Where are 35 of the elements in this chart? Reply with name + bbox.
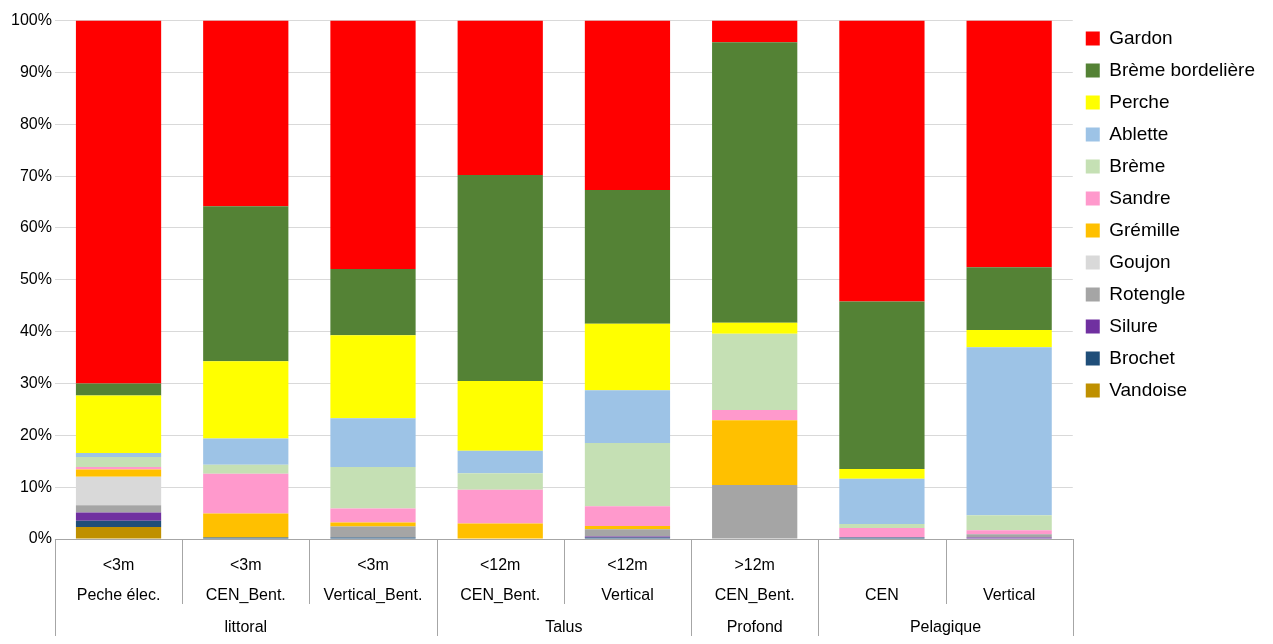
- y-tick-label: 70%: [19, 166, 52, 184]
- legend-label: Ablette: [1109, 122, 1169, 144]
- y-tick-label: 0%: [28, 529, 52, 547]
- y-tick-label: 80%: [19, 114, 52, 132]
- x-tick-label: <3m CEN_Bent.: [205, 555, 286, 605]
- legend-label: Silure: [1109, 314, 1158, 336]
- x-tick-label: <12m Vertical: [601, 555, 654, 605]
- y-tick-label: 50%: [19, 270, 52, 288]
- legend-label: Gardon: [1109, 26, 1173, 48]
- text: Pelagique: [909, 617, 982, 637]
- x-tick-label: CEN: [865, 585, 899, 605]
- legend-label: Goujon: [1109, 250, 1171, 272]
- legend-label: Vandoise: [1109, 378, 1188, 400]
- x-tick-label: >12m CEN_Bent.: [714, 555, 795, 605]
- y-tick-label: 90%: [19, 62, 52, 80]
- x-tick-label: <12m CEN_Bent.: [460, 555, 541, 605]
- text: littoral: [224, 617, 268, 637]
- legend-label: Perche: [1109, 90, 1170, 112]
- legend-label: Grémille: [1109, 218, 1180, 240]
- y-tick-label: 20%: [19, 425, 52, 443]
- legend-label: Brochet: [1109, 346, 1176, 368]
- legend-label: Rotengle: [1109, 282, 1186, 304]
- y-tick-label: 100%: [11, 11, 52, 29]
- x-tick-label: Vertical: [982, 585, 1036, 605]
- y-tick-label: 10%: [19, 477, 52, 495]
- text: Talus: [545, 617, 583, 637]
- legend-label: Sandre: [1109, 186, 1171, 208]
- legend-label: Brème bordelière: [1109, 58, 1256, 80]
- y-tick-label: 30%: [19, 373, 52, 391]
- y-tick-label: 60%: [19, 218, 52, 236]
- legend-label: Brème: [1109, 154, 1166, 176]
- x-tick-label: <3m Peche élec.: [76, 555, 161, 605]
- x-tick-label: <3m Vertical_Bent.: [323, 555, 423, 605]
- y-tick-label: 40%: [19, 322, 52, 340]
- text: Profond: [726, 617, 783, 637]
